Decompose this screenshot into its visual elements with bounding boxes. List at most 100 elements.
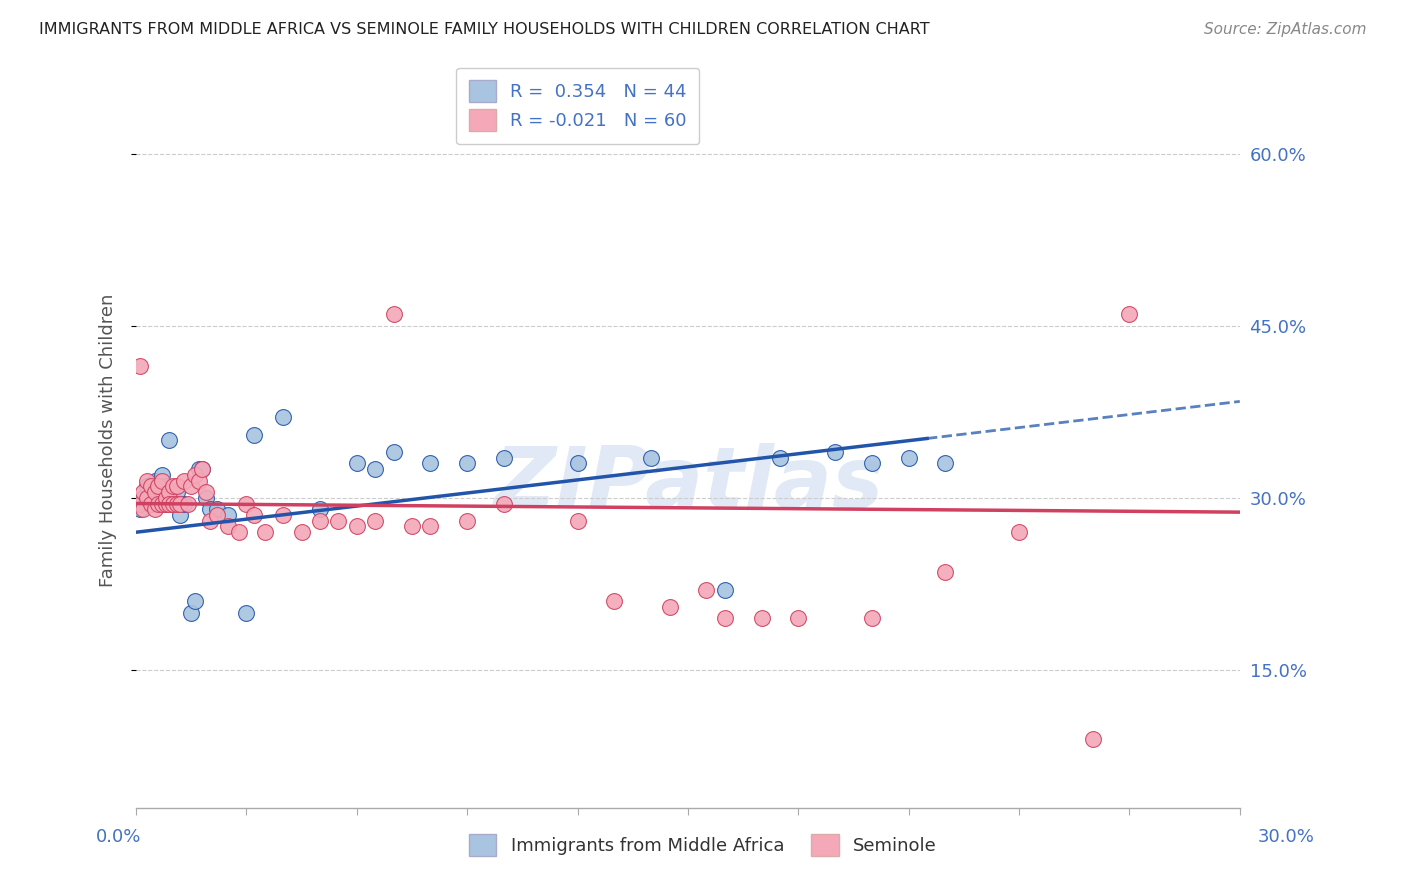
Point [217,508,239,522]
Point [132,485,155,500]
Point [1118,307,1140,321]
Point [155,479,177,493]
Point [824,445,846,459]
Point [235,606,257,620]
Point [1081,731,1104,746]
Point [136,491,159,505]
Point [291,525,314,540]
Point [162,496,184,510]
Point [253,525,276,540]
Point [143,485,166,500]
Point [191,462,214,476]
Point [492,450,515,465]
Point [235,496,257,510]
Point [695,582,717,597]
Point [198,502,221,516]
Point [173,496,195,510]
Point [271,410,294,425]
Point [132,502,155,516]
Point [148,496,170,510]
Point [205,508,228,522]
Point [143,485,166,500]
Point [162,496,184,510]
Point [492,496,515,510]
Point [382,307,405,321]
Point [132,491,155,505]
Legend: R =  0.354   N = 44, R = -0.021   N = 60: R = 0.354 N = 44, R = -0.021 N = 60 [456,68,699,145]
Text: 0.0%: 0.0% [96,828,141,846]
Point [128,359,150,373]
Point [166,485,188,500]
Point [148,479,170,493]
Point [419,456,441,470]
Point [143,502,166,516]
Point [243,508,266,522]
Text: Source: ZipAtlas.com: Source: ZipAtlas.com [1204,22,1367,37]
Point [309,502,332,516]
Point [180,606,202,620]
Point [640,450,662,465]
Point [184,594,207,608]
Point [419,519,441,533]
Point [155,491,177,505]
Point [187,462,209,476]
Point [155,496,177,510]
Point [169,508,191,522]
Point [897,450,920,465]
Point [603,594,626,608]
Point [787,611,810,625]
Point [136,474,159,488]
Point [860,456,883,470]
Point [157,496,180,510]
Point [713,582,735,597]
Point [401,519,423,533]
Point [150,467,173,482]
Point [456,456,478,470]
Point [567,456,589,470]
Point [243,427,266,442]
Point [180,479,202,493]
Point [364,514,387,528]
Text: IMMIGRANTS FROM MIDDLE AFRICA VS SEMINOLE FAMILY HOUSEHOLDS WITH CHILDREN CORREL: IMMIGRANTS FROM MIDDLE AFRICA VS SEMINOL… [39,22,929,37]
Point [162,491,184,505]
Point [934,566,956,580]
Point [364,462,387,476]
Point [150,485,173,500]
Point [751,611,773,625]
Point [271,508,294,522]
Point [166,496,188,510]
Point [148,491,170,505]
Point [228,525,250,540]
Point [143,474,166,488]
Point [309,514,332,528]
Point [187,474,209,488]
Point [198,514,221,528]
Legend: Immigrants from Middle Africa, Seminole: Immigrants from Middle Africa, Seminole [463,827,943,863]
Point [205,502,228,516]
Point [456,514,478,528]
Point [155,496,177,510]
Text: 30.0%: 30.0% [1258,828,1315,846]
Point [128,502,150,516]
Y-axis label: Family Households with Children: Family Households with Children [100,293,117,587]
Point [162,479,184,493]
Point [128,496,150,510]
Text: ZIPatlas: ZIPatlas [494,443,883,526]
Point [860,611,883,625]
Point [195,485,218,500]
Point [139,496,162,510]
Point [157,434,180,448]
Point [139,496,162,510]
Point [139,479,162,493]
Point [173,474,195,488]
Point [382,445,405,459]
Point [658,599,681,614]
Point [150,496,173,510]
Point [184,467,207,482]
Point [328,514,350,528]
Point [176,496,198,510]
Point [713,611,735,625]
Point [567,514,589,528]
Point [136,479,159,493]
Point [1008,525,1031,540]
